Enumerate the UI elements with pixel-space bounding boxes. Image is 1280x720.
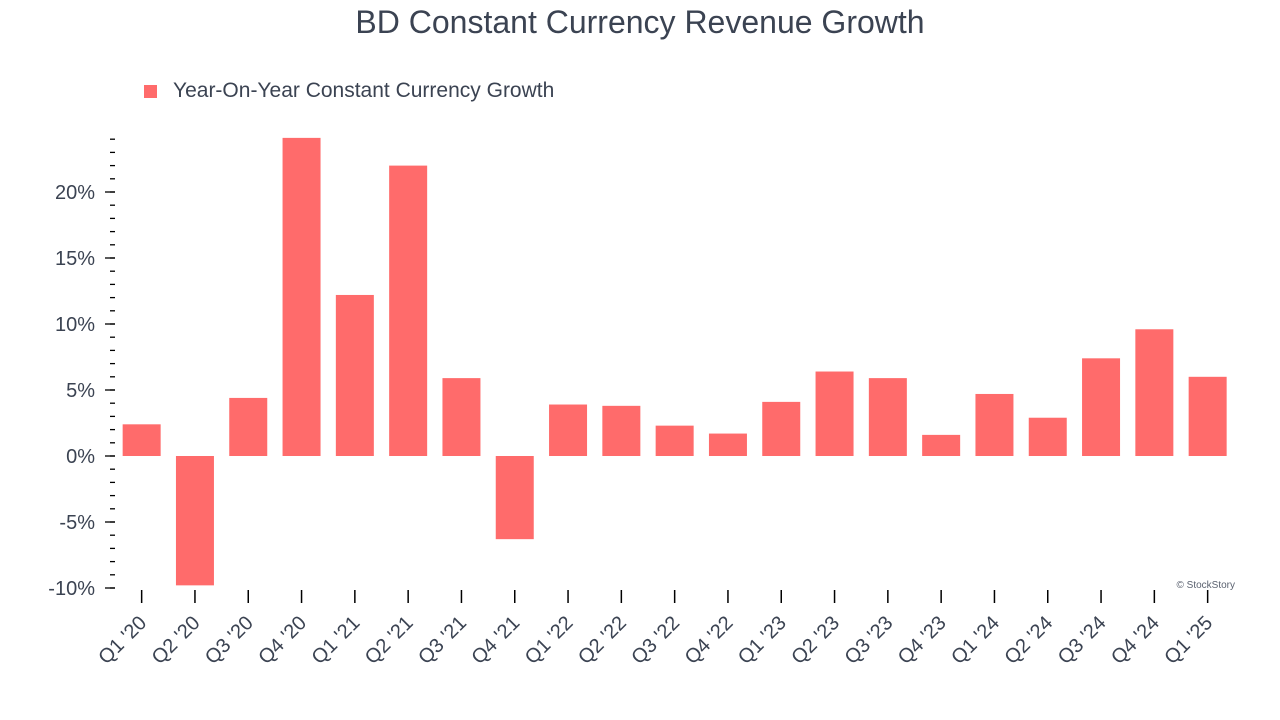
bar [229,397,268,456]
x-tick-label: Q4 '21 [467,612,524,669]
x-tick-label: Q4 '22 [681,612,738,669]
legend: Year-On-Year Constant Currency Growth [144,79,554,103]
x-tick-label: Q4 '24 [1107,612,1164,669]
chart-title: BD Constant Currency Revenue Growth [355,4,925,40]
x-tick-label: Q2 '23 [787,612,844,669]
x-tick-label: Q3 '20 [201,612,258,669]
x-tick-label: Q3 '24 [1054,612,1111,669]
bar [122,424,161,456]
x-tick-label: Q3 '23 [841,612,898,669]
bar [1028,417,1067,456]
y-tick-label: 10% [55,314,95,336]
bar [815,371,854,456]
bar [1135,329,1174,456]
bar [1082,358,1121,456]
bar [495,456,534,540]
x-tick-label: Q2 '24 [1000,612,1057,669]
x-tick-label: Q3 '22 [627,612,684,669]
bar [975,393,1014,456]
bar [708,433,747,456]
y-tick-label: 5% [66,380,95,402]
bar [389,165,428,456]
bar [655,425,694,456]
x-tick-label: Q2 '21 [361,612,418,669]
bar [282,137,321,456]
x-tick-label: Q1 '22 [521,612,578,669]
x-tick-label: Q2 '22 [574,612,631,669]
x-tick-label: Q1 '25 [1160,612,1217,669]
x-tick-label: Q1 '24 [947,612,1004,669]
y-tick-label: -10% [48,578,95,600]
bar [442,378,481,456]
legend-swatch [144,84,157,98]
x-tick-label: Q4 '20 [254,612,311,669]
x-tick-label: Q2 '20 [148,612,205,669]
bar [549,404,588,456]
bar [922,434,961,456]
legend-label: Year-On-Year Constant Currency Growth [173,79,555,102]
bar [335,294,374,456]
bar [868,378,907,456]
y-tick-label: 20% [55,182,95,204]
bar [1188,376,1227,456]
x-tick-label: Q3 '21 [414,612,471,669]
y-tick-label: 15% [55,248,95,270]
y-tick-label: -5% [59,512,95,534]
x-tick-label: Q1 '21 [308,612,365,669]
bar [602,405,641,456]
bar [762,401,801,456]
y-tick-label: 0% [66,446,95,468]
x-tick-label: Q4 '23 [894,612,951,669]
x-tick-label: Q1 '20 [94,612,151,669]
bar [175,456,214,586]
x-tick-label: Q1 '23 [734,612,791,669]
watermark: © StockStory [1176,580,1236,591]
